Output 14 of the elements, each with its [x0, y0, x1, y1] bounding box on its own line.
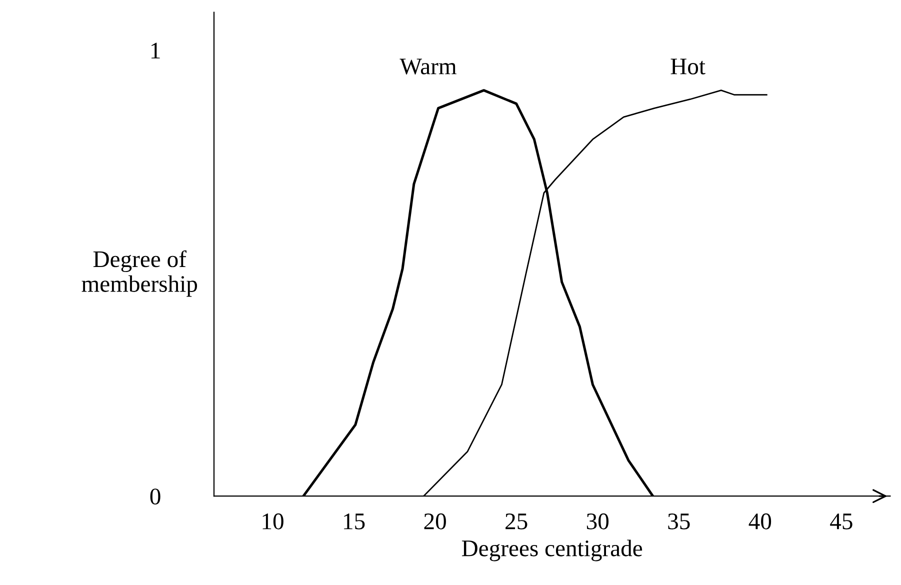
x-tick-label: 15	[344, 514, 365, 530]
x-tick-label: 35	[668, 513, 690, 530]
y-tick-label: 0	[150, 488, 160, 505]
series-label: Warm	[400, 58, 456, 75]
x-tick-label: 45	[830, 514, 852, 530]
series-label: Hot	[670, 58, 706, 74]
x-tick-label: 10	[262, 513, 284, 530]
x-axis-title: Degrees centigrade	[462, 540, 642, 562]
y-axis-title: Degree of membership	[82, 250, 198, 297]
x-tick-label: 40	[748, 513, 772, 530]
x-tick-label: 20	[424, 513, 446, 530]
x-tick-label: 25	[506, 513, 528, 530]
x-tick-label: 30	[586, 513, 609, 530]
y-tick-label: 1	[151, 42, 160, 58]
